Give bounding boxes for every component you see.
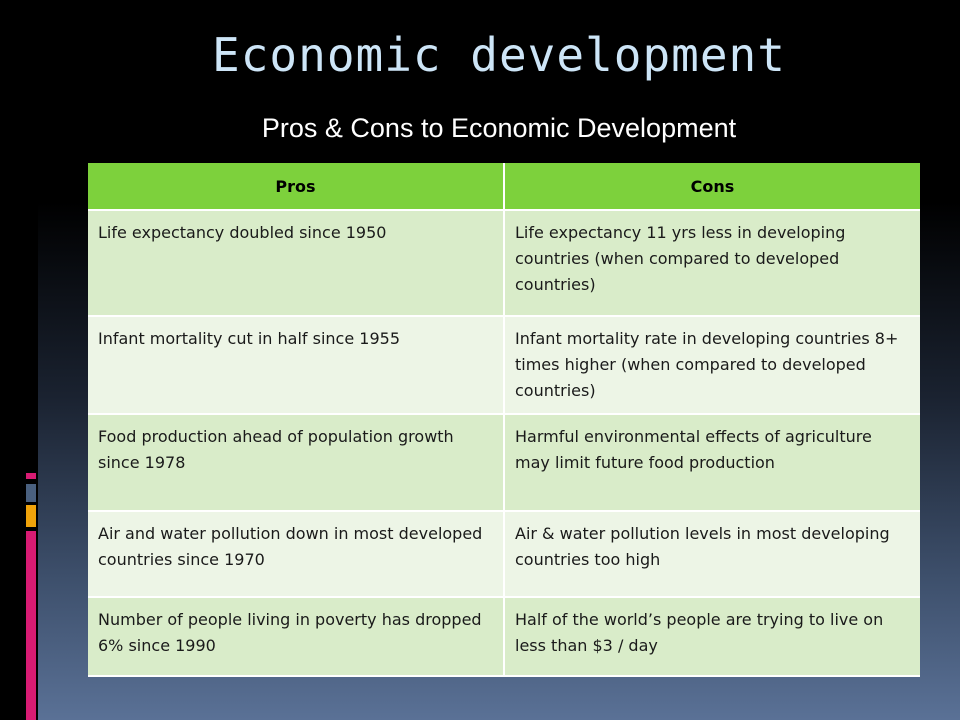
pro-cell: Number of people living in poverty has d… [88, 597, 505, 677]
con-cell: Air & water pollution levels in most dev… [504, 511, 920, 598]
pro-cell: Infant mortality cut in half since 1955 [88, 316, 505, 415]
pro-cell: Food production ahead of population grow… [88, 414, 505, 512]
pro-cell: Life expectancy doubled since 1950 [88, 210, 505, 317]
accent-stripe-magenta-top [26, 473, 36, 479]
pros-cons-table: Pros Cons Life expectancy doubled since … [88, 163, 920, 677]
table-row: Food production ahead of population grow… [88, 414, 920, 512]
con-cell: Harmful environmental effects of agricul… [504, 414, 920, 512]
table-row: Air and water pollution down in most dev… [88, 511, 920, 598]
con-cell: Life expectancy 11 yrs less in developin… [504, 210, 920, 317]
header-cons: Cons [504, 163, 920, 211]
con-cell: Infant mortality rate in developing coun… [504, 316, 920, 415]
pro-cell: Air and water pollution down in most dev… [88, 511, 505, 598]
table-row: Infant mortality cut in half since 1955 … [88, 316, 920, 415]
table-row: Number of people living in poverty has d… [88, 597, 920, 677]
table-header-row: Pros Cons [88, 163, 920, 211]
header-pros: Pros [88, 163, 505, 211]
accent-stripe-magenta-bottom [26, 531, 36, 720]
con-cell: Half of the world’s people are trying to… [504, 597, 920, 677]
accent-stripe-orange [26, 505, 36, 527]
slide-subtitle: Pros & Cons to Economic Development [261, 113, 737, 143]
slide-title: Economic development [212, 28, 786, 82]
table-row: Life expectancy doubled since 1950 Life … [88, 210, 920, 317]
accent-stripe-blue [26, 484, 36, 502]
